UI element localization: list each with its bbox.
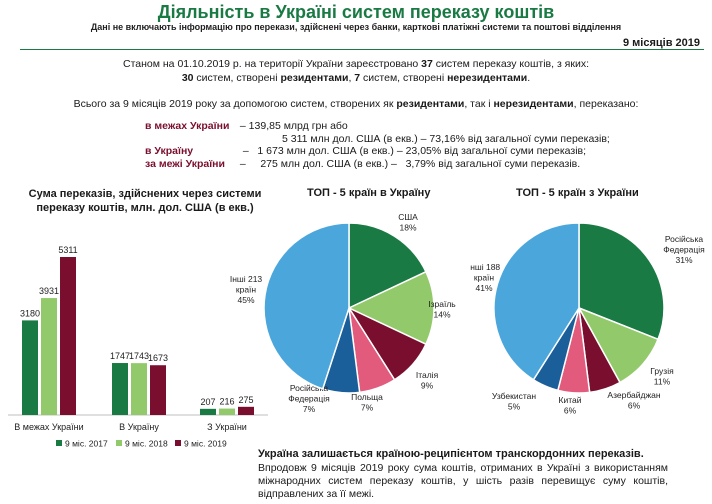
bar-value-label: 5311 xyxy=(58,245,77,255)
conclusion-heading: Україна залишається країною-реципієнтом … xyxy=(258,448,644,460)
pie-chart-1: США 18% Ізраїль 14% Італія 9% Польща 7% Російськ… xyxy=(230,212,456,414)
pie-chart-2-title: ТОП - 5 країн з України xyxy=(516,187,639,199)
page-subtitle: Дані не включають інформацію про переказ… xyxy=(90,22,622,32)
bar-value-label: 1747 xyxy=(110,351,130,361)
pie-slice-label: Польща 7% xyxy=(351,392,383,413)
bar-1-2 xyxy=(150,365,166,415)
pie-chart-1-title: ТОП - 5 країн в Україну xyxy=(307,187,431,199)
bar-1-1 xyxy=(131,363,147,415)
pie-slice-label: Російська Федерація 7% xyxy=(288,383,330,414)
pie-slice xyxy=(348,222,427,310)
pie-slice xyxy=(493,222,580,381)
pie-slice-label: Російська Федерація 31% xyxy=(663,234,705,265)
legend-label: 9 міс. 2018 xyxy=(125,439,168,449)
legend-swatch xyxy=(116,440,122,446)
bar-value-label: 3180 xyxy=(20,308,40,318)
pie-chart-2: Російська Федерація 31% Грузія 11% Азербайджа… xyxy=(470,222,705,416)
intro-line-1: Станом на 01.10.2019 р. на території Укр… xyxy=(123,58,589,70)
pie-slice-label: Ізраїль 14% xyxy=(428,299,456,320)
pie-slice xyxy=(347,270,435,346)
stats-row-incoming: в Україну – 1 673 млн дол. США (в екв.) … xyxy=(145,145,587,157)
legend-label: 9 міс. 2019 xyxy=(184,439,227,449)
bar-1-0 xyxy=(112,363,128,415)
bar-0-1 xyxy=(41,298,57,415)
bar-value-label: 1743 xyxy=(129,351,149,361)
bar-value-label: 216 xyxy=(219,397,234,407)
bar-value-label: 207 xyxy=(200,397,215,407)
period-label: 9 місяців 2019 xyxy=(622,37,700,49)
intro-paragraph: Станом на 01.10.2019 р. на території Укр… xyxy=(0,57,712,85)
stats-row-domestic-usd: 5 311 млн дол. США (в екв.) – 73,16% від… xyxy=(282,132,610,145)
bar-0-0 xyxy=(22,320,38,415)
bar-chart-title: Сума переказів, здійснених через системи… xyxy=(28,188,262,214)
pie-slice-label: Узбекистан 5% xyxy=(492,391,536,412)
bar-value-label: 1673 xyxy=(148,353,168,363)
pie-slice-label: Азербайджан 6% xyxy=(607,390,660,411)
stats-row-domestic: в межах України – 139,85 млрд грн або xyxy=(145,120,348,132)
bar-value-label: 275 xyxy=(238,395,253,405)
pie-slice xyxy=(263,222,350,390)
legend-label: 9 міс. 2017 xyxy=(65,439,108,449)
intro-line-3: Всього за 9 місяців 2019 року за допомог… xyxy=(73,98,639,110)
bar-2-0 xyxy=(200,408,216,415)
legend-swatch xyxy=(175,440,181,446)
category-label: В межах України xyxy=(14,422,83,432)
transfer-stats: в межах України – 139,85 млрд грн або 5 … xyxy=(145,120,610,170)
bar-value-label: 3931 xyxy=(39,286,59,296)
pie-slice-label: Інші 213 країн 45% xyxy=(230,274,263,305)
pie-slice-label: Італія 9% xyxy=(416,370,439,391)
page-title: Діяльність в Україні систем переказу кош… xyxy=(157,2,555,22)
pie-slice-label: Інші 188 країн 41% xyxy=(470,262,500,293)
pie-slice-label: Китай 6% xyxy=(559,395,582,416)
bar-0-2 xyxy=(60,257,76,415)
intro-line-2: 30 систем, створені резидентами, 7 систе… xyxy=(181,72,531,84)
category-label: В Україну xyxy=(119,422,159,432)
pie-slice xyxy=(578,222,665,341)
bar-2-1 xyxy=(219,408,235,415)
conclusion-text: Впродовж 9 місяців 2019 року сума коштів… xyxy=(258,462,668,500)
header-divider xyxy=(20,49,704,50)
legend-swatch xyxy=(56,440,62,446)
bar-2-2 xyxy=(238,406,254,415)
pie-slice-label: Грузія 11% xyxy=(650,366,674,387)
pie-slice-label: США 18% xyxy=(398,212,418,233)
category-label: З України xyxy=(207,422,247,432)
stats-row-outgoing: за межі України – 275 млн дол. США (в ек… xyxy=(145,157,581,170)
